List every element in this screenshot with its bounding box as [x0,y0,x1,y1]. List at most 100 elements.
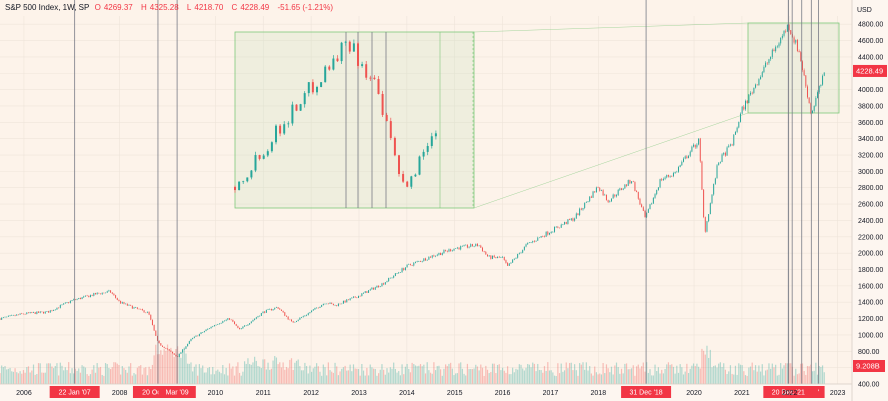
candle-body [465,244,467,246]
volume-bar [778,374,780,384]
candle-body [366,291,368,293]
candle-body [510,262,512,264]
volume-bar [277,364,279,384]
candle-body [761,72,763,77]
zoom-candle-body [328,66,331,70]
volume-bar [230,368,232,384]
volume-bar [354,368,356,384]
time-axis[interactable]: 2006 2008 2010 2011 2012 2013 2014 2015 2016 2017… [0,383,852,397]
volume-bar [657,367,659,384]
candle-body [801,61,803,71]
candle-body [2,317,4,318]
volume-bar [810,364,812,384]
candle-body [391,277,393,279]
volume-bar [445,364,447,384]
volume-bar [68,362,70,384]
candle-body [259,315,261,317]
plot-area[interactable] [0,0,852,384]
candle-body [433,255,435,257]
candle-body [736,127,738,132]
volume-bar [545,370,547,384]
candle-body [721,154,723,162]
volume-bar [317,366,319,384]
candle-body [399,272,401,273]
candle-body [296,320,298,322]
candle-body [681,161,683,166]
volume-bar [205,372,207,384]
volume-bar [76,370,78,384]
candle-body [252,319,254,322]
zoom-candle-body [377,79,380,94]
volume-bar [530,367,532,384]
candle-body [724,152,726,156]
volume-bar [307,373,309,384]
volume-bar [711,367,713,384]
volume-bar [31,370,33,384]
volume-bar [664,369,666,384]
candle-body [257,316,259,318]
volume-bar [341,368,343,384]
volume-bar [198,364,200,384]
candle-body [750,92,752,95]
candle-body [337,303,339,306]
legend[interactable]: S&P 500 Index, 1W, SP O 4269.37 H 4325.28 … [5,3,336,12]
grid-lines [0,16,852,385]
volume-bar [130,363,132,384]
volume-bar [197,375,199,384]
candle-body [34,312,36,314]
candle-body [225,319,227,321]
volume-bar [2,367,4,384]
volume-bar [697,366,700,384]
candle-body [324,303,326,305]
candle-body [793,37,795,43]
candle-body [647,209,649,213]
volume-bar [510,374,512,384]
candle-body [659,179,661,188]
volume-bar [398,371,400,384]
volume-bar [575,370,577,384]
candle-body [441,253,443,256]
volume-bar [364,375,366,384]
volume-bar [305,366,308,384]
volume-bar [41,372,43,384]
volume-bar [785,363,787,384]
candle-body [240,328,242,330]
candle-body [376,285,378,288]
y-tick-label: 2200.00 [858,234,883,241]
candle-body [527,242,529,245]
price-axis[interactable]: 400.00600.00800.001000.001200.001400.001… [851,0,883,401]
volume-bar [612,374,614,384]
volume-bar [292,369,294,384]
candle-body [254,318,256,320]
volume-bar [309,365,311,384]
candle-body [689,151,691,156]
candle-body [26,312,28,315]
volume-bar [592,375,594,384]
candle-body [115,295,117,298]
candle-body [183,348,185,350]
candle-body [193,336,195,338]
volume-bar [143,367,145,384]
candle-body [430,256,432,258]
volume-bar [749,366,752,384]
candle-body [165,348,167,349]
zoom-candle-body [361,64,364,66]
candle-body [339,303,341,305]
candle-body [455,248,457,249]
volume-bar [213,374,216,384]
candle-body [416,261,418,262]
volume-bar [706,345,708,384]
volume-bar [260,368,262,384]
volume-bar [434,370,437,384]
candle-body [492,255,494,259]
volume-bar [413,364,415,384]
volume-bar [465,375,467,384]
volume-bar [114,362,117,384]
volume-bar [394,368,396,384]
volume-bar [160,350,162,384]
volume-bar [289,359,291,384]
volume-bar [699,368,701,384]
volume-bar [121,366,123,384]
candle-body [14,315,16,316]
candle-body [634,182,636,191]
